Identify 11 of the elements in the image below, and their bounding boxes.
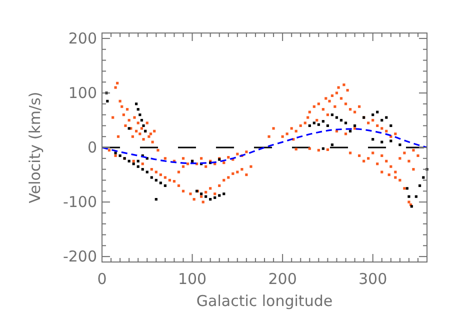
y-tick-label: 200 [68, 29, 97, 48]
x-axis-title: Galactic longitude [196, 292, 333, 310]
y-tick-label: 0 [87, 138, 97, 156]
line-series [101, 128, 428, 164]
x-tick-label: 100 [178, 270, 207, 288]
x-tick-label: 200 [268, 270, 297, 288]
y-tick-label: -100 [62, 193, 97, 212]
y-axis-title: Velocity (km/s) [26, 92, 44, 204]
y-tick-label: 100 [68, 84, 97, 102]
y-tick-label: -200 [62, 248, 97, 266]
x-tick-label: 300 [358, 270, 388, 288]
